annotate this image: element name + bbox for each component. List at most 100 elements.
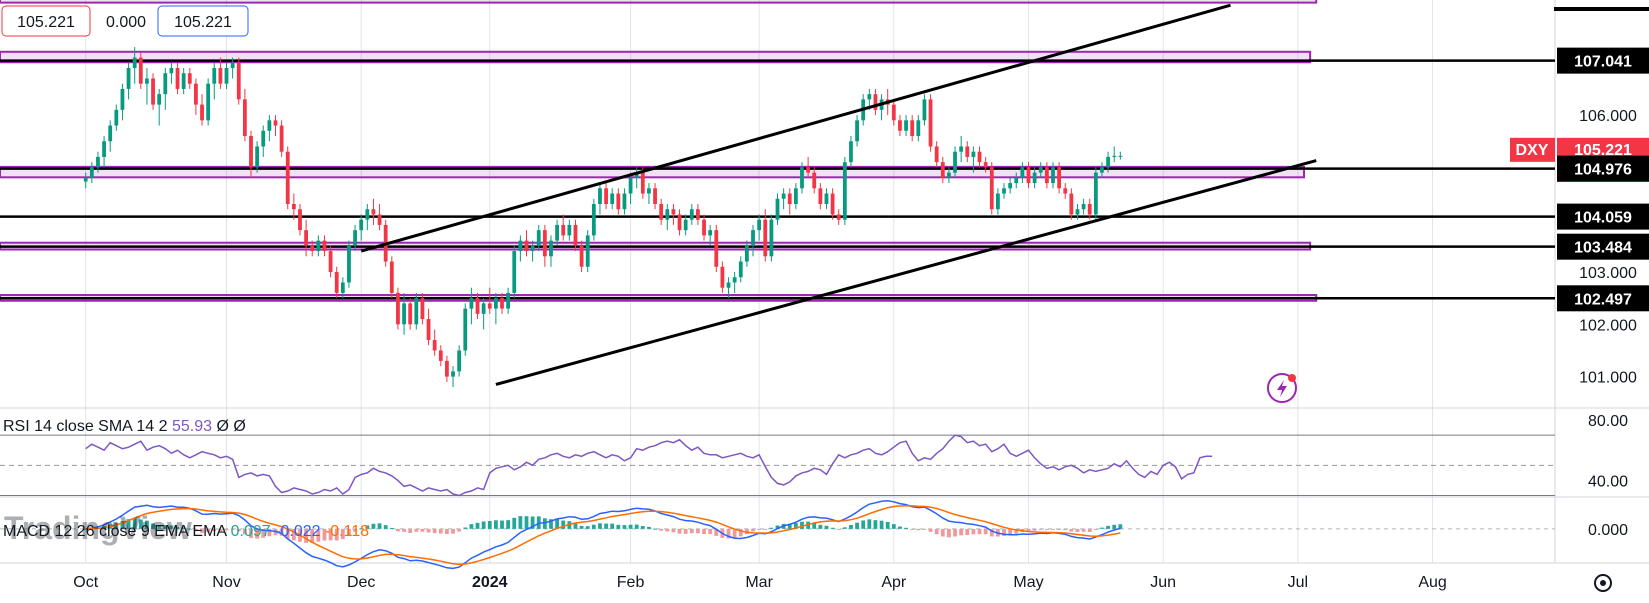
candle-body bbox=[530, 245, 535, 252]
macd-hist-bar bbox=[824, 525, 829, 529]
macd-hist-bar bbox=[347, 528, 351, 536]
candle-body bbox=[744, 245, 749, 262]
candle-body bbox=[579, 245, 584, 267]
candle-body bbox=[261, 130, 266, 147]
candle-body bbox=[1075, 209, 1080, 215]
time-tick-label: Nov bbox=[212, 574, 240, 591]
candle-body bbox=[279, 125, 284, 152]
candle-body bbox=[616, 193, 621, 210]
candle-body bbox=[347, 245, 351, 283]
macd-hist-bar bbox=[138, 519, 143, 529]
macd-hist-bar bbox=[353, 528, 357, 532]
macd-hist-bar bbox=[604, 523, 608, 529]
macd-hist-bar bbox=[181, 527, 186, 529]
macd-hist-bar bbox=[279, 528, 284, 536]
rsi-label: RSI 14 close SMA 14 2 55.93 Ø Ø bbox=[3, 418, 246, 435]
macd-hist-bar bbox=[1081, 528, 1086, 532]
macd-hist-bar bbox=[328, 528, 333, 541]
candle-body bbox=[371, 209, 376, 215]
rsi-extra: Ø Ø bbox=[216, 418, 245, 435]
candle-body bbox=[145, 78, 149, 84]
macd-hist-bar bbox=[114, 522, 119, 529]
candle-body bbox=[683, 219, 688, 231]
macd-hist-bar bbox=[194, 528, 198, 531]
macd-hist-bar bbox=[249, 528, 253, 538]
candle-body bbox=[1118, 155, 1123, 157]
time-tick-label: 2024 bbox=[472, 574, 508, 591]
candle-body bbox=[775, 198, 780, 220]
macd-hist-bar bbox=[457, 528, 462, 532]
candle-body bbox=[108, 125, 113, 142]
candle-body bbox=[591, 204, 596, 236]
candle-body bbox=[328, 251, 333, 272]
candle-body bbox=[169, 68, 174, 74]
macd-hist-bar bbox=[653, 528, 657, 530]
macd-hist-bar bbox=[579, 525, 584, 529]
macd-hist-bar bbox=[751, 528, 755, 532]
candle-body bbox=[855, 120, 859, 142]
macd-hist-bar bbox=[396, 528, 400, 532]
candle-body bbox=[585, 235, 590, 267]
macd-hist-bar bbox=[512, 517, 517, 529]
symbol-tag-text: DXY bbox=[1516, 142, 1549, 159]
candle-body bbox=[549, 240, 553, 257]
macd-hist-bar bbox=[818, 524, 823, 529]
macd-hist-bar bbox=[212, 528, 217, 531]
candle-body bbox=[420, 298, 425, 320]
grid bbox=[0, 0, 1649, 564]
candle-body bbox=[500, 298, 504, 309]
macd-hist-bar bbox=[787, 523, 792, 529]
macd-hist-bar bbox=[867, 519, 872, 529]
macd-hist-bar bbox=[561, 520, 566, 529]
candle-body bbox=[898, 120, 902, 131]
macd-hist-bar bbox=[1100, 527, 1104, 529]
time-tick-label: Dec bbox=[347, 574, 375, 591]
rsi-title: RSI 14 close SMA 14 2 bbox=[3, 418, 172, 435]
macd-hist-bar bbox=[763, 528, 768, 530]
candle-body bbox=[793, 188, 798, 204]
macd-hist-bar bbox=[120, 521, 125, 529]
candle-body bbox=[812, 172, 817, 189]
candle-body bbox=[175, 68, 180, 89]
candle-body bbox=[800, 167, 804, 189]
macd-hist-bar bbox=[842, 527, 847, 529]
price-label-current-text: 105.221 bbox=[1574, 142, 1632, 159]
header-change-value: 0.000 bbox=[106, 14, 146, 31]
macd-hist-bar bbox=[518, 516, 523, 529]
time-tick-label: May bbox=[1013, 574, 1043, 591]
macd-hist-bar bbox=[1075, 528, 1080, 533]
candle-body bbox=[408, 303, 413, 325]
macd-hist-bar bbox=[1008, 528, 1013, 535]
zone-rect bbox=[0, 165, 1305, 179]
trendlines bbox=[360, 3, 1317, 403]
macd-hist-bar bbox=[1112, 524, 1117, 529]
candle-body bbox=[806, 167, 811, 173]
macd-hist-bar bbox=[426, 528, 431, 533]
candle-body bbox=[163, 73, 168, 95]
macd-hist-bar bbox=[224, 528, 229, 531]
candle-body bbox=[934, 146, 939, 163]
candle-body bbox=[610, 193, 615, 204]
price-label-text: 104.059 bbox=[1574, 210, 1632, 227]
candle-body bbox=[836, 214, 841, 220]
candle-body bbox=[757, 219, 762, 231]
macd-hist-bar bbox=[316, 528, 321, 542]
macd-hist-bar bbox=[622, 525, 627, 529]
candle-body bbox=[763, 219, 768, 257]
macd-hist-bar bbox=[206, 528, 211, 533]
candle-body bbox=[555, 224, 560, 241]
candle-body bbox=[904, 120, 908, 131]
candle-body bbox=[916, 120, 921, 136]
macd-hist-bar bbox=[481, 521, 486, 529]
candle-body bbox=[696, 209, 700, 220]
candle-body bbox=[873, 94, 878, 110]
macd-hist-bar bbox=[836, 528, 841, 530]
header-values: 105.221 0.000 105.221 bbox=[1, 5, 249, 37]
macd-hist-bar bbox=[971, 528, 976, 535]
candle-body bbox=[218, 68, 223, 84]
candle-body bbox=[1051, 167, 1055, 184]
macd-hist-bar bbox=[383, 525, 388, 529]
macd-hist-bar bbox=[940, 528, 945, 537]
